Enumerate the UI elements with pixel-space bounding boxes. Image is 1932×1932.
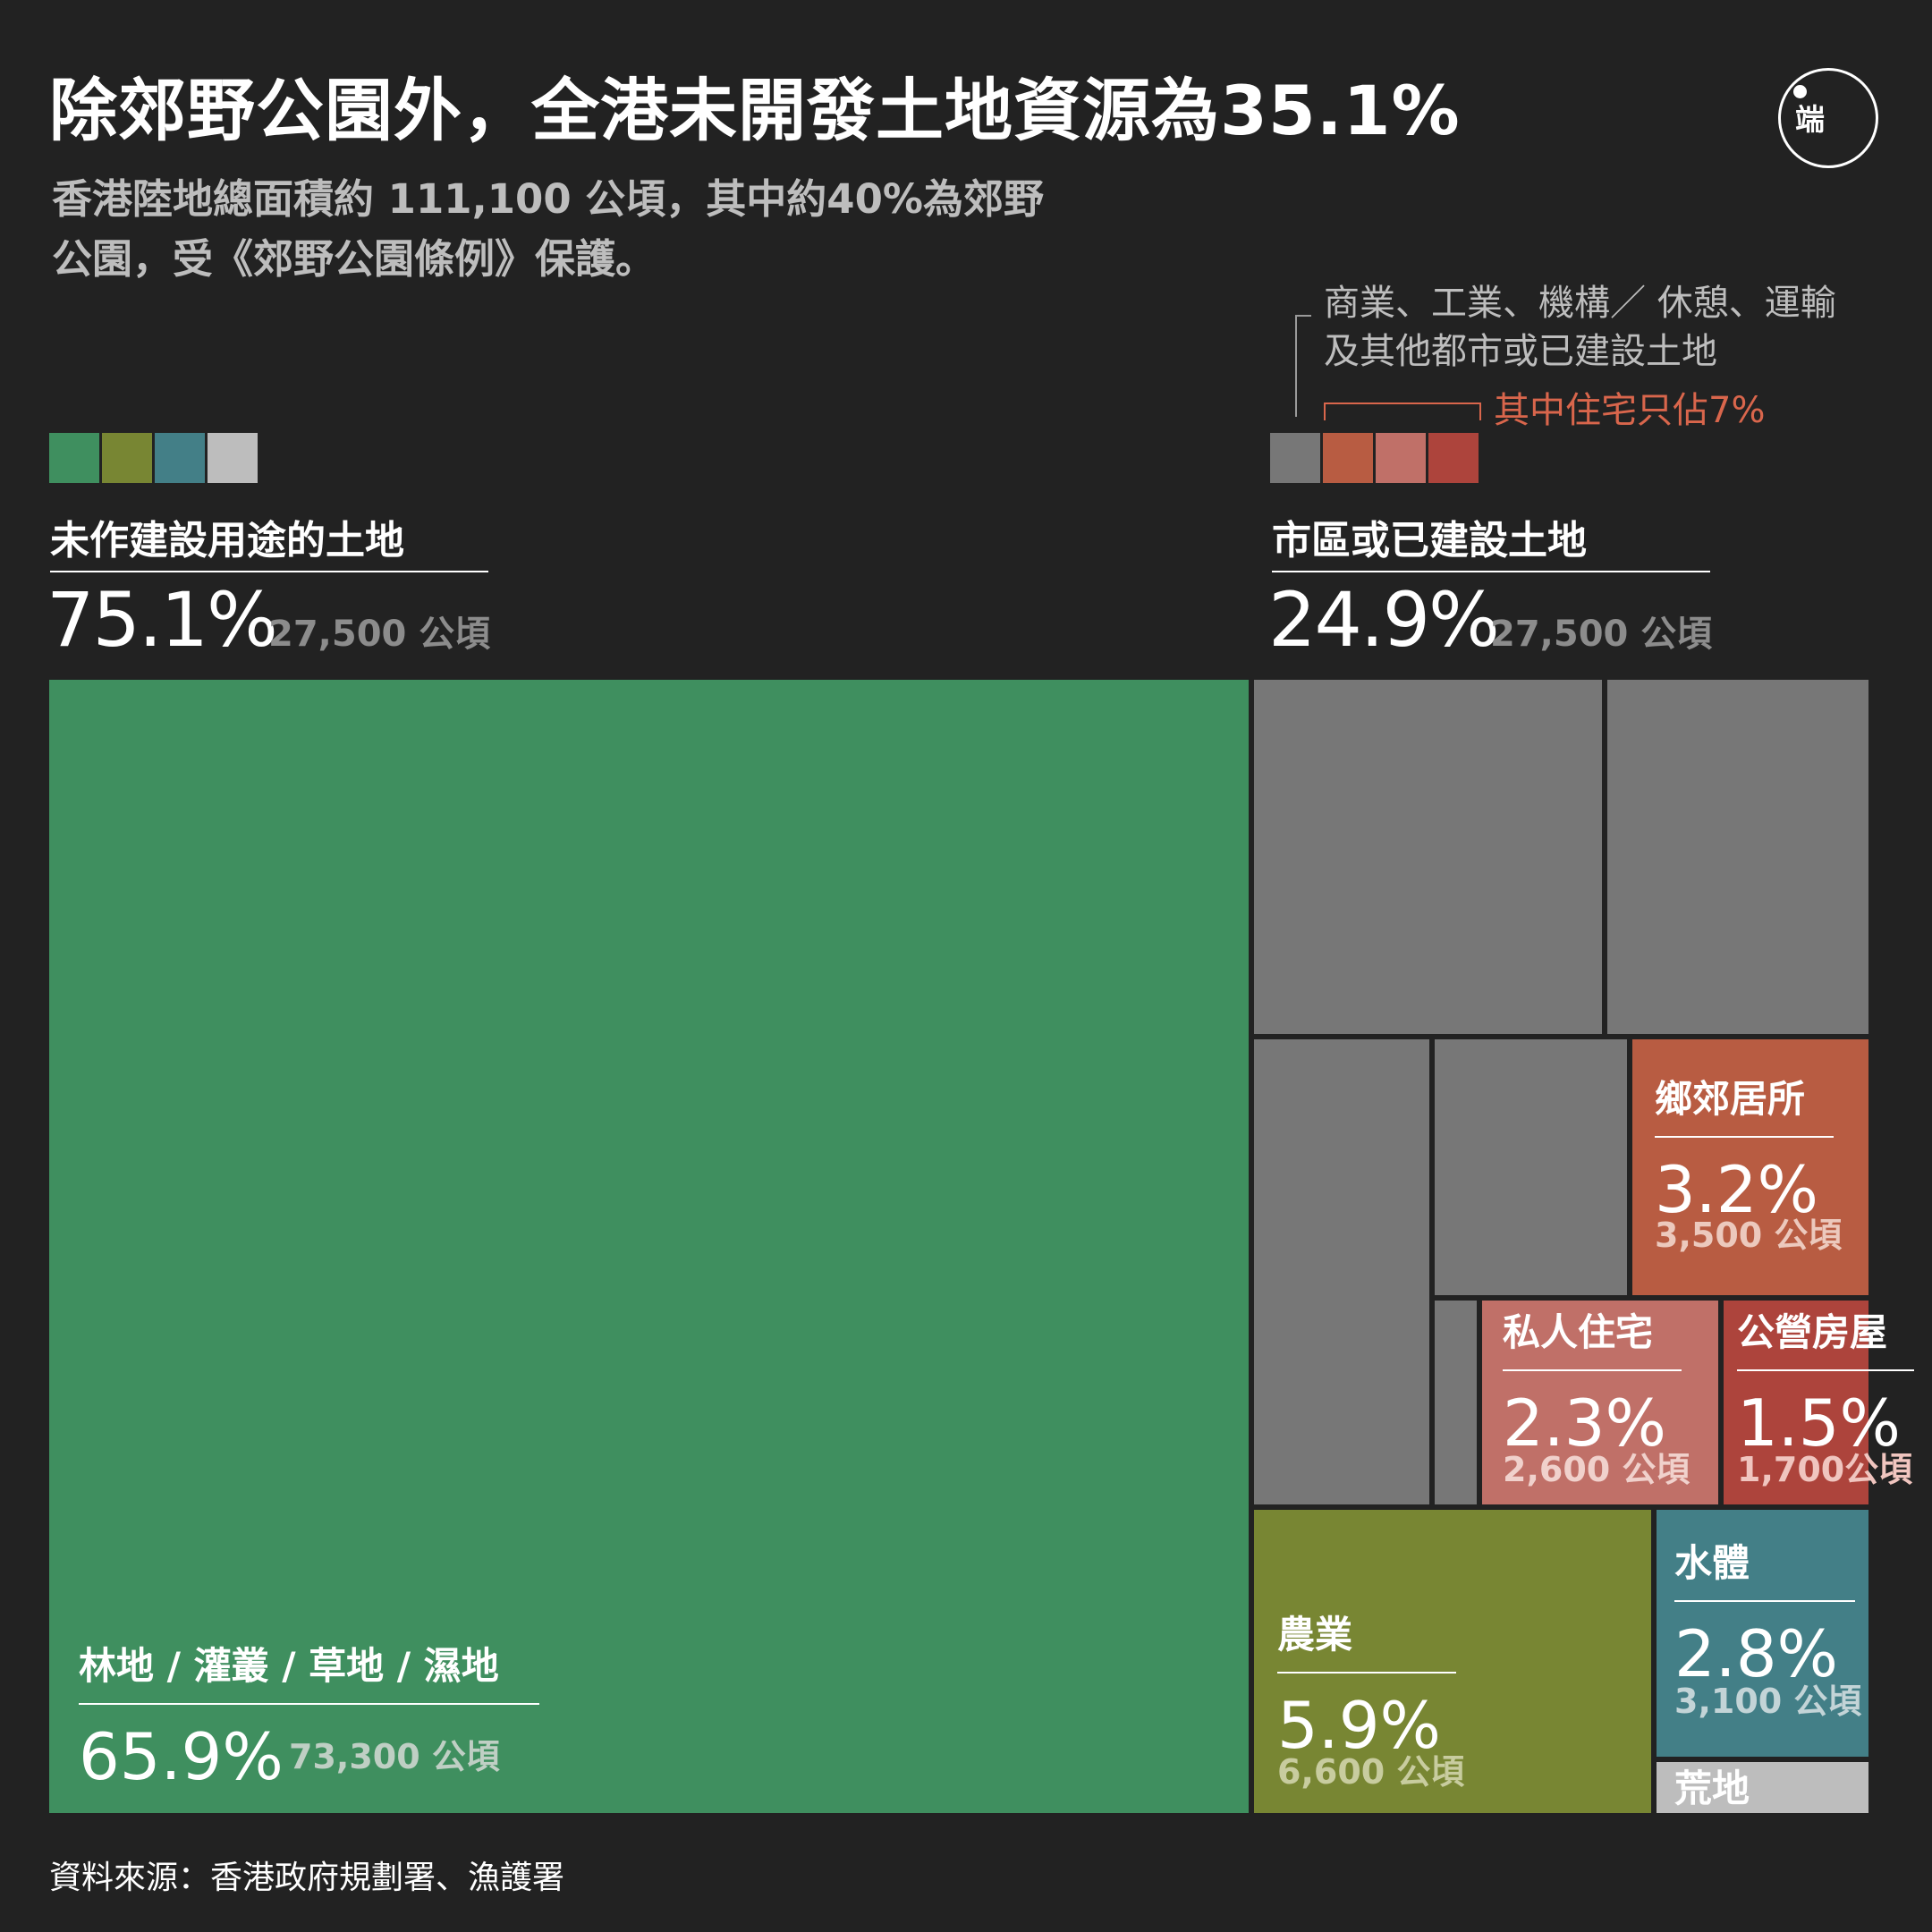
group-label-urban: 市區或已建設土地 xyxy=(1272,518,1587,564)
source-note: 資料來源：香港政府規劃署、漁護署 xyxy=(49,1860,565,1896)
logo-dot-icon xyxy=(1793,85,1807,98)
tile-pct-private-housing: 2.3% xyxy=(1503,1385,1666,1461)
subtitle-line-1: 香港陸地總面積約 111,100 公頃，其中約40%為郊野 xyxy=(52,175,1045,223)
tile-forest xyxy=(49,680,1249,1813)
tile-area-rural-settlement: 3,500 公頃 xyxy=(1655,1216,1842,1255)
tile-label-forest: 林地 / 灌叢 / 草地 / 濕地 xyxy=(79,1644,499,1688)
tile-area-public-housing: 1,700公頃 xyxy=(1737,1450,1912,1489)
tile-pct-water: 2.8% xyxy=(1674,1616,1838,1691)
page-title: 除郊野公園外，全港未開發土地資源為35.1% xyxy=(49,71,1461,150)
tile-label-public-housing: 公營房屋 xyxy=(1737,1310,1887,1354)
tile-label-rural-settlement: 鄉郊居所 xyxy=(1655,1077,1805,1121)
tile-pct-public-housing: 1.5% xyxy=(1737,1385,1901,1461)
group-area-undeveloped: 27,500 公頃 xyxy=(268,614,491,655)
legend-swatch-agriculture xyxy=(102,433,152,483)
note-bracket-grey xyxy=(1295,315,1311,417)
tile-label-agriculture: 農業 xyxy=(1277,1613,1352,1657)
tile-urban-other-3 xyxy=(1254,1039,1429,1504)
group-pct-undeveloped: 75.1% xyxy=(47,576,278,664)
tile-label-barren: 荒地 xyxy=(1674,1767,1750,1810)
legend-swatch-private-housing xyxy=(1376,433,1426,483)
legend-swatch-forest xyxy=(49,433,99,483)
tile-pct-forest: 65.9% xyxy=(79,1719,284,1794)
group-label-undeveloped: 未作建設用途的土地 xyxy=(50,518,404,564)
legend-swatch-rural-settlement xyxy=(1323,433,1373,483)
tile-public-housing xyxy=(1724,1301,1868,1504)
tile-area-water: 3,100 公頃 xyxy=(1674,1682,1861,1721)
tile-area-forest: 73,300 公頃 xyxy=(289,1737,500,1776)
group-area-urban: 27,500 公頃 xyxy=(1490,614,1713,655)
tile-area-private-housing: 2,600 公頃 xyxy=(1503,1450,1690,1489)
note-residential: 其中住宅只佔7% xyxy=(1494,390,1766,431)
tile-label-water: 水體 xyxy=(1674,1541,1750,1585)
note-grey-line-1: 商業、工業、機構／ 休憩、運輸 xyxy=(1324,283,1836,324)
tile-area-agriculture: 6,600 公頃 xyxy=(1277,1752,1464,1792)
note-grey-line-2: 及其他都市或已建設土地 xyxy=(1324,331,1717,372)
group-divider-urban xyxy=(1272,571,1710,572)
group-divider-undeveloped xyxy=(50,571,488,572)
tile-pct-rural-settlement: 3.2% xyxy=(1655,1152,1818,1227)
note-bracket-red xyxy=(1324,402,1481,420)
logo-text: 端 xyxy=(1795,102,1825,137)
tile-urban-other-2 xyxy=(1607,680,1868,1034)
tile-rural-settlement xyxy=(1632,1039,1868,1295)
tile-urban-other-4 xyxy=(1435,1039,1627,1295)
tile-urban-other-1 xyxy=(1254,680,1602,1034)
group-pct-urban: 24.9% xyxy=(1268,576,1500,664)
legend-swatch-water xyxy=(155,433,205,483)
tile-pct-agriculture: 5.9% xyxy=(1277,1688,1441,1763)
tile-private-housing xyxy=(1482,1301,1718,1504)
legend-swatch-barren xyxy=(208,433,258,483)
tile-agriculture xyxy=(1254,1510,1651,1813)
legend-swatch-urban-other xyxy=(1270,433,1320,483)
brand-logo: 端 xyxy=(1778,68,1878,168)
tile-water xyxy=(1657,1510,1868,1757)
tile-urban-other-5 xyxy=(1435,1301,1477,1504)
legend-swatch-public-housing xyxy=(1428,433,1479,483)
subtitle-line-2: 公園，受《郊野公園條例》保護。 xyxy=(52,235,657,283)
tile-barren xyxy=(1657,1762,1868,1813)
tile-label-private-housing: 私人住宅 xyxy=(1503,1310,1653,1354)
